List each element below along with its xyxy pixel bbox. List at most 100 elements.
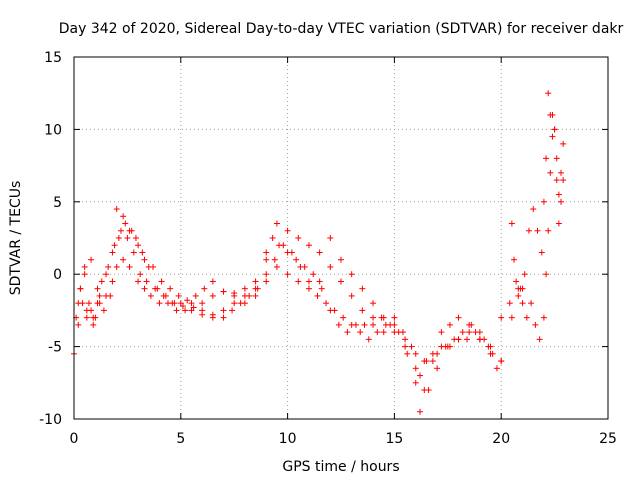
data-point [340, 314, 347, 321]
data-point [402, 336, 409, 343]
data-point [555, 220, 562, 227]
data-point [434, 350, 441, 357]
data-point [316, 249, 323, 256]
data-point [135, 242, 142, 249]
data-point [382, 321, 389, 328]
data-point [558, 198, 565, 205]
data-point [94, 285, 101, 292]
data-point [444, 343, 451, 350]
data-point [536, 336, 543, 343]
data-point [545, 227, 552, 234]
data-point [348, 292, 355, 299]
data-point [147, 292, 154, 299]
data-point [220, 307, 227, 314]
data-point [229, 307, 236, 314]
data-point [85, 300, 92, 307]
y-tick-label: 0 [53, 267, 62, 283]
data-point [540, 198, 547, 205]
data-point [515, 292, 522, 299]
data-point [143, 278, 150, 285]
data-point [521, 271, 528, 278]
data-point [359, 307, 366, 314]
x-tick-label: 0 [70, 431, 79, 447]
data-point [263, 256, 270, 263]
data-point [455, 314, 462, 321]
data-point [487, 350, 494, 357]
data-point [402, 343, 409, 350]
x-tick-label: 25 [599, 431, 617, 447]
data-point [209, 278, 216, 285]
data-point [98, 278, 105, 285]
data-point [335, 321, 342, 328]
x-axis-label: GPS time / hours [282, 459, 399, 475]
data-point [508, 220, 515, 227]
data-point [423, 358, 430, 365]
data-point [107, 292, 114, 299]
data-point [513, 278, 520, 285]
data-point [113, 206, 120, 213]
data-point [530, 206, 537, 213]
data-point [560, 177, 567, 184]
data-point [188, 300, 195, 307]
data-point [156, 300, 163, 307]
data-point [399, 329, 406, 336]
data-point [331, 307, 338, 314]
data-point [77, 285, 84, 292]
data-point [117, 227, 124, 234]
data-point [124, 235, 131, 241]
data-point [173, 307, 180, 314]
data-point [295, 278, 302, 285]
data-point [357, 329, 364, 336]
data-point [338, 278, 344, 285]
data-point [132, 235, 139, 241]
data-point [455, 336, 462, 343]
data-point [273, 220, 280, 227]
data-point [263, 271, 270, 278]
series-track-4 [77, 220, 505, 365]
data-point [305, 285, 312, 292]
series-track-6 [511, 111, 567, 343]
data-point [391, 329, 398, 336]
data-point [271, 256, 278, 263]
y-tick-label: 10 [44, 122, 62, 138]
data-point [538, 249, 545, 256]
y-tick-label: 5 [53, 195, 62, 211]
data-point [83, 314, 90, 321]
data-point [150, 263, 157, 270]
data-point [263, 278, 270, 285]
data-point [476, 329, 483, 336]
y-tick-label: -5 [48, 340, 62, 356]
data-point [231, 292, 238, 299]
data-point [94, 300, 101, 307]
data-point [162, 292, 169, 299]
data-point [252, 278, 259, 285]
data-point [171, 300, 178, 307]
data-point [128, 227, 135, 234]
data-point [135, 278, 142, 285]
data-point [543, 271, 550, 278]
data-point [75, 321, 82, 328]
data-point [199, 300, 206, 307]
data-point [558, 169, 565, 176]
axis-ticks [73, 56, 609, 420]
data-point [111, 242, 118, 249]
tick-labels: 0 5 10 15 20 25 -10 -5 0 5 10 15 [39, 50, 617, 447]
x-tick-label: 5 [176, 431, 185, 447]
data-point [417, 408, 424, 415]
data-point [560, 140, 567, 147]
data-point [103, 271, 110, 278]
series-track-3 [75, 206, 526, 415]
data-point [506, 300, 513, 307]
data-point [96, 292, 103, 299]
data-point [344, 329, 351, 336]
data-point [316, 278, 323, 285]
data-point [90, 321, 97, 328]
data-point [126, 263, 133, 270]
data-point [511, 256, 518, 263]
data-point [139, 249, 146, 256]
data-point [192, 292, 199, 299]
data-point [466, 329, 473, 336]
data-point [540, 314, 547, 321]
data-point [545, 90, 552, 97]
data-point [391, 314, 398, 321]
